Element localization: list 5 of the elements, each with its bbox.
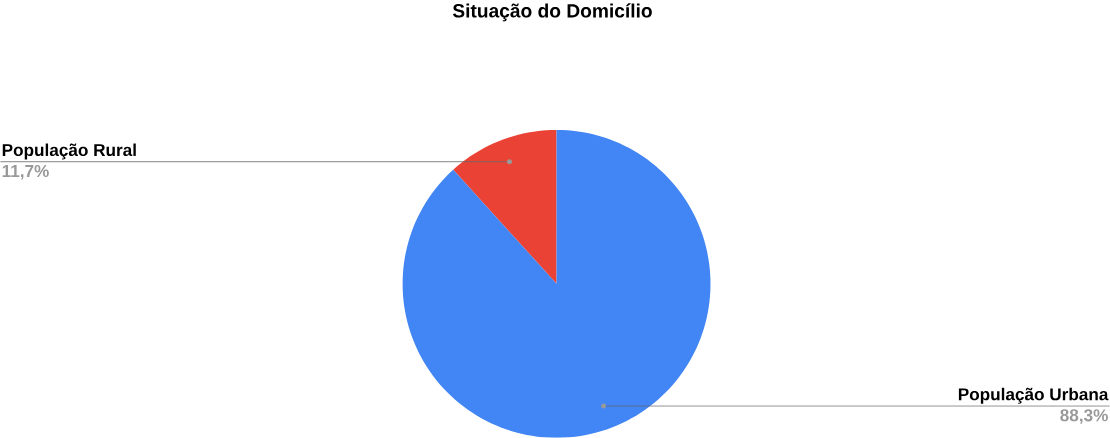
- data-label: 11,7%: [2, 165, 49, 180]
- slice-label: População Urbana: [958, 387, 1109, 404]
- data-label: 88,3%: [1060, 409, 1108, 424]
- chart-title: Situação do Domicílio: [452, 3, 652, 22]
- slice-label: População Rural: [2, 143, 136, 160]
